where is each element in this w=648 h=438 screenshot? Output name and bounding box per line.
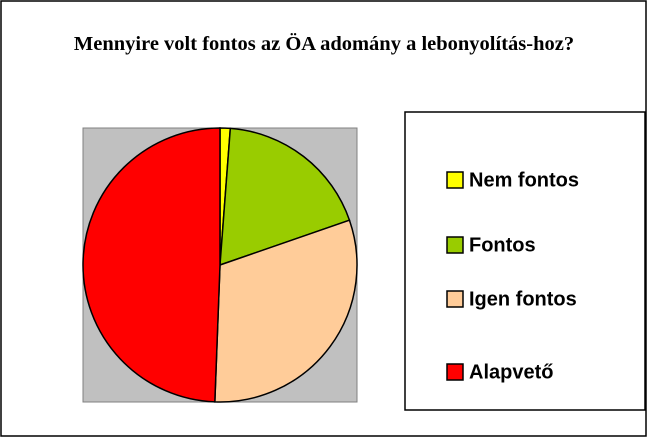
legend-swatch bbox=[446, 290, 464, 308]
chart-title: Mennyire volt fontos az ÖA adomány a leb… bbox=[73, 33, 575, 55]
pie-slice bbox=[82, 127, 221, 403]
legend-swatch bbox=[446, 363, 464, 381]
legend-label: Fontos bbox=[469, 234, 536, 256]
pie-slice bbox=[214, 219, 358, 403]
legend-swatch bbox=[446, 236, 464, 254]
legend-label: Igen fontos bbox=[469, 288, 577, 310]
legend-swatch bbox=[446, 171, 464, 189]
legend-label: Nem fontos bbox=[469, 169, 579, 191]
legend-label: Alapvető bbox=[469, 361, 553, 383]
legend-box bbox=[404, 111, 646, 411]
